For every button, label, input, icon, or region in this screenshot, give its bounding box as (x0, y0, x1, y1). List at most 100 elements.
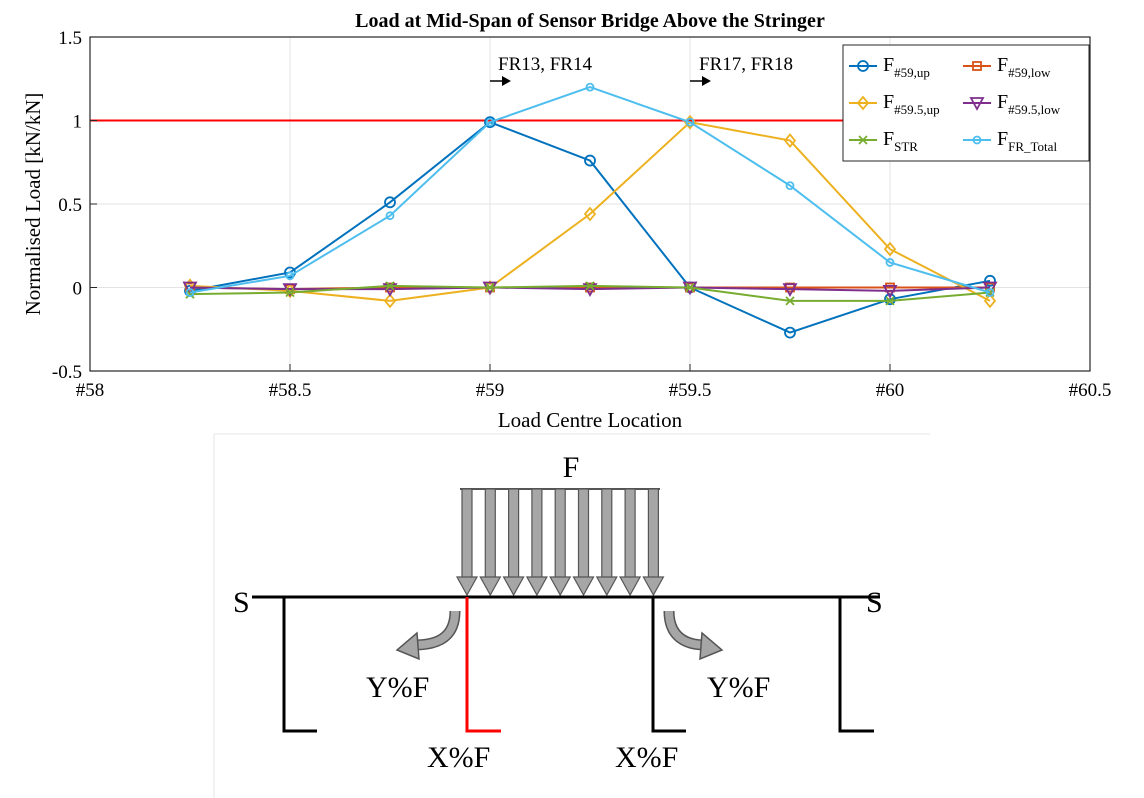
stringer-inner-left (465, 597, 501, 733)
data-point (485, 117, 495, 127)
legend-label: FFR_Total (997, 128, 1057, 154)
x-tick-label: #60.5 (1069, 380, 1112, 401)
down-arrow-icon (502, 488, 525, 597)
series-line (189, 121, 991, 302)
data-point (885, 296, 895, 306)
x-tick-label: #59 (476, 380, 505, 401)
legend-item: F#59.5,low (963, 91, 1061, 117)
data-point (384, 196, 396, 209)
y-axis-label: Normalised Load [kN/kN] (21, 93, 45, 316)
data-point (784, 326, 796, 339)
data-point (883, 241, 897, 257)
y-tick-label: 0 (73, 279, 83, 300)
x-tick-label: #60 (876, 380, 905, 401)
data-point (972, 135, 982, 145)
y-percent-label-left: Y%F (366, 671, 429, 704)
curved-arrow-left-icon (395, 610, 461, 661)
load-distribution-diagram: F S S Y%F Y%F X%F X%F (213, 433, 930, 798)
legend-item: F#59,up (849, 54, 930, 80)
data-point (385, 281, 395, 291)
data-point (484, 116, 496, 129)
load-label: F (563, 451, 580, 484)
data-point (785, 181, 795, 191)
down-arrow-icon (619, 488, 642, 597)
chart-title: Load at Mid-Span of Sensor Bridge Above … (355, 10, 825, 32)
down-arrow-icon (455, 488, 479, 597)
x-tick-label: #58 (76, 380, 105, 401)
data-point (884, 293, 896, 306)
data-point (485, 282, 495, 293)
data-point (685, 282, 695, 293)
right-arrow-icon (690, 76, 711, 86)
y-tick-label: 0.5 (58, 195, 82, 216)
annotation-fr17-fr18-label: FR17, FR18 (699, 54, 793, 75)
series-line (189, 121, 991, 334)
x-percent-label-left: X%F (427, 741, 490, 774)
data-point (185, 288, 195, 297)
data-point (985, 288, 995, 297)
legend-item: FSTR (849, 128, 918, 154)
legend-item: F#59.5,up (849, 91, 940, 117)
annotation-fr17-fr18: FR17, FR18 (690, 54, 793, 86)
data-point (585, 82, 595, 92)
y-percent-label-right: Y%F (707, 671, 770, 704)
down-arrow-icon (479, 488, 502, 597)
legend-label: F#59,low (997, 54, 1051, 80)
data-point (857, 60, 869, 72)
chart: Load at Mid-Span of Sensor Bridge Above … (21, 10, 1111, 432)
data-point (885, 258, 895, 267)
data-point (972, 61, 982, 71)
down-arrow-icon (572, 488, 595, 597)
legend: F#59,up F#59,low F#59.5,up F#59.5,low FSTR FF… (842, 44, 1090, 162)
data-point (983, 293, 997, 309)
data-point (383, 293, 397, 309)
legend-item: FFR_Total (963, 128, 1057, 154)
data-point (982, 281, 998, 296)
data-point (858, 135, 868, 145)
data-point (969, 97, 985, 111)
x-percent-label-right: X%F (615, 741, 678, 774)
series-layer (182, 82, 998, 339)
data-point (583, 206, 597, 222)
data-point (782, 283, 798, 298)
data-point (685, 117, 695, 127)
series-line (189, 286, 991, 292)
x-tick-label: #58.5 (269, 380, 312, 401)
series-line (189, 86, 991, 294)
y-tick-label: 1.5 (58, 28, 82, 49)
data-point (182, 281, 198, 296)
series-fr-total (185, 82, 995, 297)
data-point (585, 281, 595, 291)
data-point (285, 287, 295, 298)
down-arrow-icon (549, 488, 572, 597)
data-point (856, 95, 870, 111)
x-tick-label: #59.5 (669, 380, 712, 401)
distributed-load-arrows (455, 488, 665, 597)
data-point (785, 296, 795, 306)
legend-label: FSTR (883, 128, 918, 154)
stringer-outer-right (838, 597, 874, 733)
tick-labels: #58 #58.5 #59 #59.5 #60 #60.5 -0.5 0 0.5 1 1.5 (52, 28, 1111, 401)
down-arrow-icon (642, 488, 665, 597)
data-point (783, 133, 797, 148)
legend-label: F#59.5,up (883, 91, 940, 117)
data-point (882, 284, 898, 299)
data-point (584, 154, 596, 167)
x-axis-label: Load Centre Location (498, 408, 683, 432)
y-tick-label: 1 (73, 112, 83, 133)
stringer-outer-left (282, 597, 317, 733)
annotation-fr13-fr14: FR13, FR14 (490, 54, 592, 86)
legend-item: F#59,low (963, 54, 1051, 80)
down-arrow-icon (595, 488, 618, 597)
down-arrow-icon (525, 488, 548, 597)
legend-label: F#59.5,low (997, 91, 1061, 117)
data-point (285, 271, 295, 281)
support-label-left: S (233, 586, 250, 619)
stringer-inner-right (651, 597, 686, 733)
curved-arrow-right-icon (663, 610, 724, 661)
right-arrow-icon (490, 76, 511, 86)
data-point (984, 274, 996, 287)
support-label-right: S (866, 586, 883, 619)
y-tick-label: -0.5 (52, 362, 82, 383)
